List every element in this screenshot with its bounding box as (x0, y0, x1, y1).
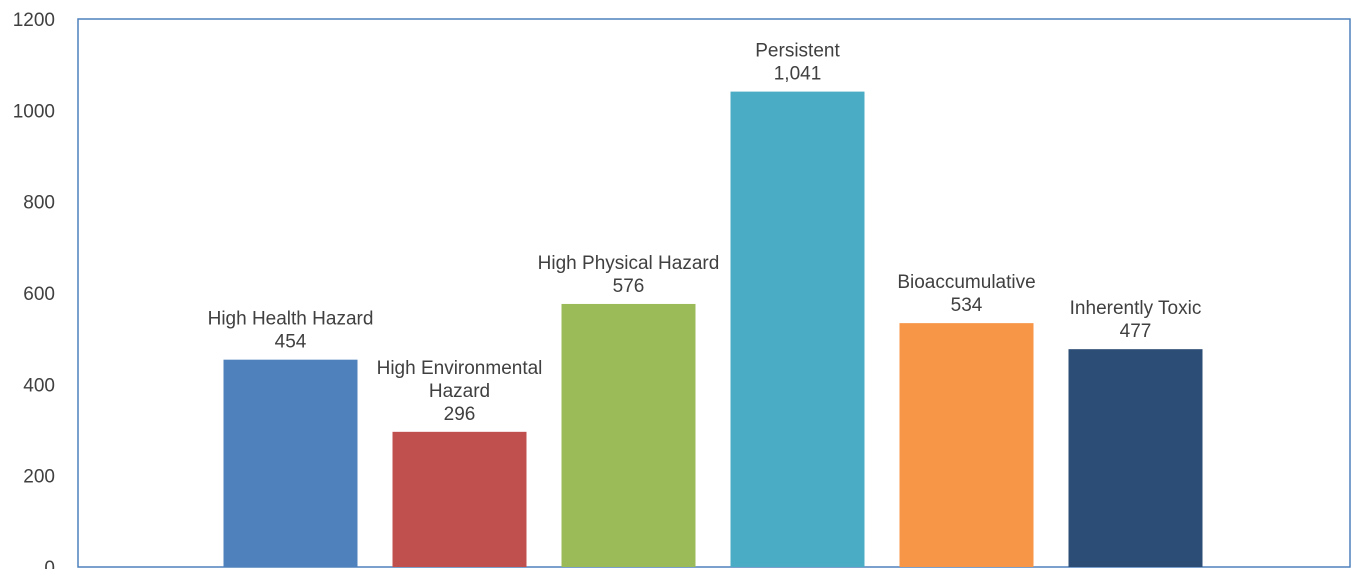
bar (223, 359, 358, 567)
y-tick-label: 1000 (13, 101, 55, 122)
bar-category-label: Hazard (429, 381, 490, 402)
bar-value-label: 576 (613, 276, 645, 297)
y-tick-label: 800 (23, 193, 55, 214)
bar (899, 323, 1034, 567)
bar-value-label: 534 (951, 295, 983, 316)
y-tick-label: 0 (44, 558, 55, 569)
y-tick-label: 400 (23, 375, 55, 396)
bar-category-label: Bioaccumulative (897, 272, 1035, 293)
bar-value-label: 477 (1120, 321, 1152, 342)
bar-category-label: High Environmental (377, 358, 543, 379)
plot-area-frame (77, 18, 1351, 568)
bar (1068, 349, 1203, 567)
bar-category-label: High Physical Hazard (538, 253, 720, 274)
bar-value-label: 454 (275, 332, 307, 353)
bar-value-label: 1,041 (774, 64, 822, 85)
bar (730, 91, 865, 568)
bar-category-label: Persistent (755, 41, 840, 62)
bar-category-label: Inherently Toxic (1070, 298, 1202, 319)
y-tick-label: 200 (23, 467, 55, 488)
bar-value-label: 296 (444, 404, 476, 425)
y-tick-label: 600 (23, 284, 55, 305)
bar-category-label: High Health Hazard (208, 309, 374, 330)
bar (392, 431, 527, 567)
y-axis-tick-labels: 0 200 400 600 800 1000 1200 (13, 10, 55, 569)
bars (223, 91, 1203, 568)
y-tick-label: 1200 (13, 10, 55, 31)
bar (561, 303, 696, 567)
